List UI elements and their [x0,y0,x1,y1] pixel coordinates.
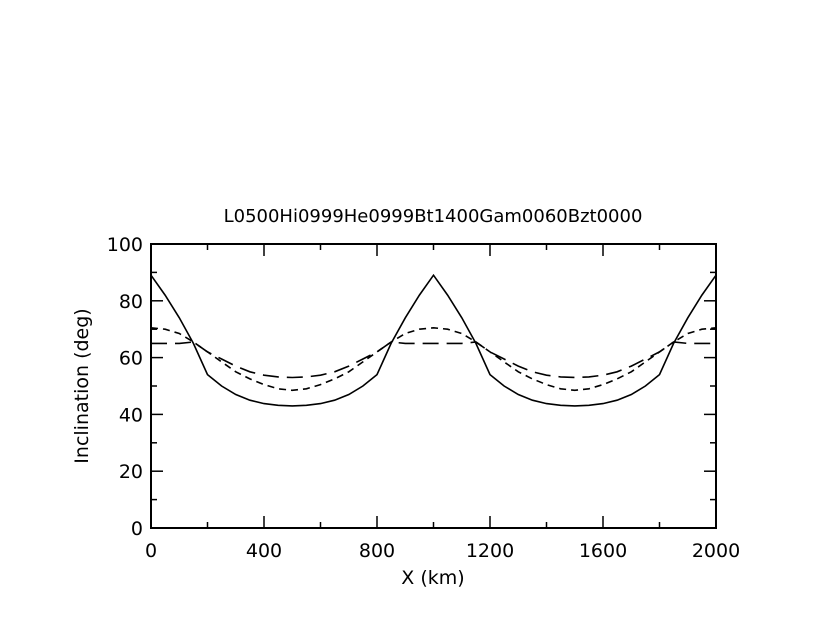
y-tick-label: 60 [119,348,143,370]
y-tick-label: 80 [119,291,143,313]
series-lines [150,273,717,407]
series-line-long-dash [151,341,716,379]
y-tick-label: 40 [119,404,143,426]
y-tick-label: 0 [131,518,143,540]
x-tick-label: 1200 [466,540,514,562]
plot-frame [150,243,717,529]
x-tick-label: 0 [145,540,157,562]
axis-ticks [150,243,717,529]
y-tick-label: 20 [119,461,143,483]
x-axis-label: X (km) [401,567,464,589]
series-line-short-dash [150,326,717,392]
y-axis-label: Inclination (deg) [71,308,93,463]
x-tick-label: 1600 [579,540,627,562]
tick-labels: 0 400 800 1200 1600 2000 0 20 40 60 80 100 [107,234,740,562]
y-tick-label: 100 [107,234,143,256]
series-line-solid [150,273,717,407]
x-tick-label: 2000 [692,540,740,562]
x-tick-label: 800 [359,540,395,562]
x-tick-label: 400 [246,540,282,562]
chart-title: L0500Hi0999He0999Bt1400Gam0060Bzt0000 [224,206,643,227]
